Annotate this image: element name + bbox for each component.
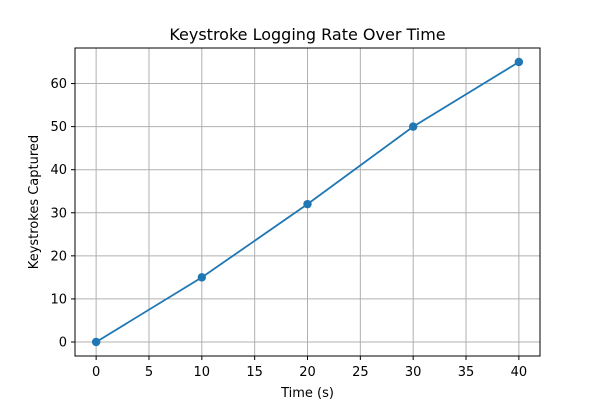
x-tick-label: 25 bbox=[352, 365, 369, 380]
data-series bbox=[91, 57, 524, 347]
x-tick-label: 5 bbox=[145, 365, 153, 380]
data-point bbox=[408, 122, 418, 131]
x-tick-label: 40 bbox=[511, 365, 528, 380]
x-tick-label: 35 bbox=[458, 365, 475, 380]
x-tick-label: 10 bbox=[194, 365, 211, 380]
data-point bbox=[303, 199, 312, 209]
x-tick-label: 0 bbox=[92, 365, 100, 380]
chart-title: Keystroke Logging Rate Over Time bbox=[169, 25, 445, 44]
data-point bbox=[514, 57, 524, 67]
y-tick-label: 30 bbox=[50, 206, 67, 221]
y-tick-label: 50 bbox=[50, 120, 67, 135]
x-tick-label: 15 bbox=[246, 365, 263, 380]
y-tick-label: 20 bbox=[50, 249, 67, 264]
y-axis-label: Keystrokes Captured bbox=[27, 135, 42, 269]
x-axis-label: Time (s) bbox=[280, 386, 334, 400]
plot-frame bbox=[74, 47, 541, 357]
y-tick-label: 10 bbox=[50, 292, 67, 307]
data-point bbox=[197, 273, 207, 282]
y-tick-label: 0 bbox=[59, 336, 67, 351]
axis-ticks: 0 5 10 15 20 25 30 35 40 0 10 20 30 40 50 60 bbox=[50, 77, 527, 380]
y-tick-label: 60 bbox=[50, 77, 67, 92]
y-tick-label: 40 bbox=[50, 163, 67, 178]
x-tick-label: 30 bbox=[405, 365, 422, 380]
x-tick-label: 20 bbox=[299, 365, 316, 380]
data-point bbox=[91, 337, 101, 347]
